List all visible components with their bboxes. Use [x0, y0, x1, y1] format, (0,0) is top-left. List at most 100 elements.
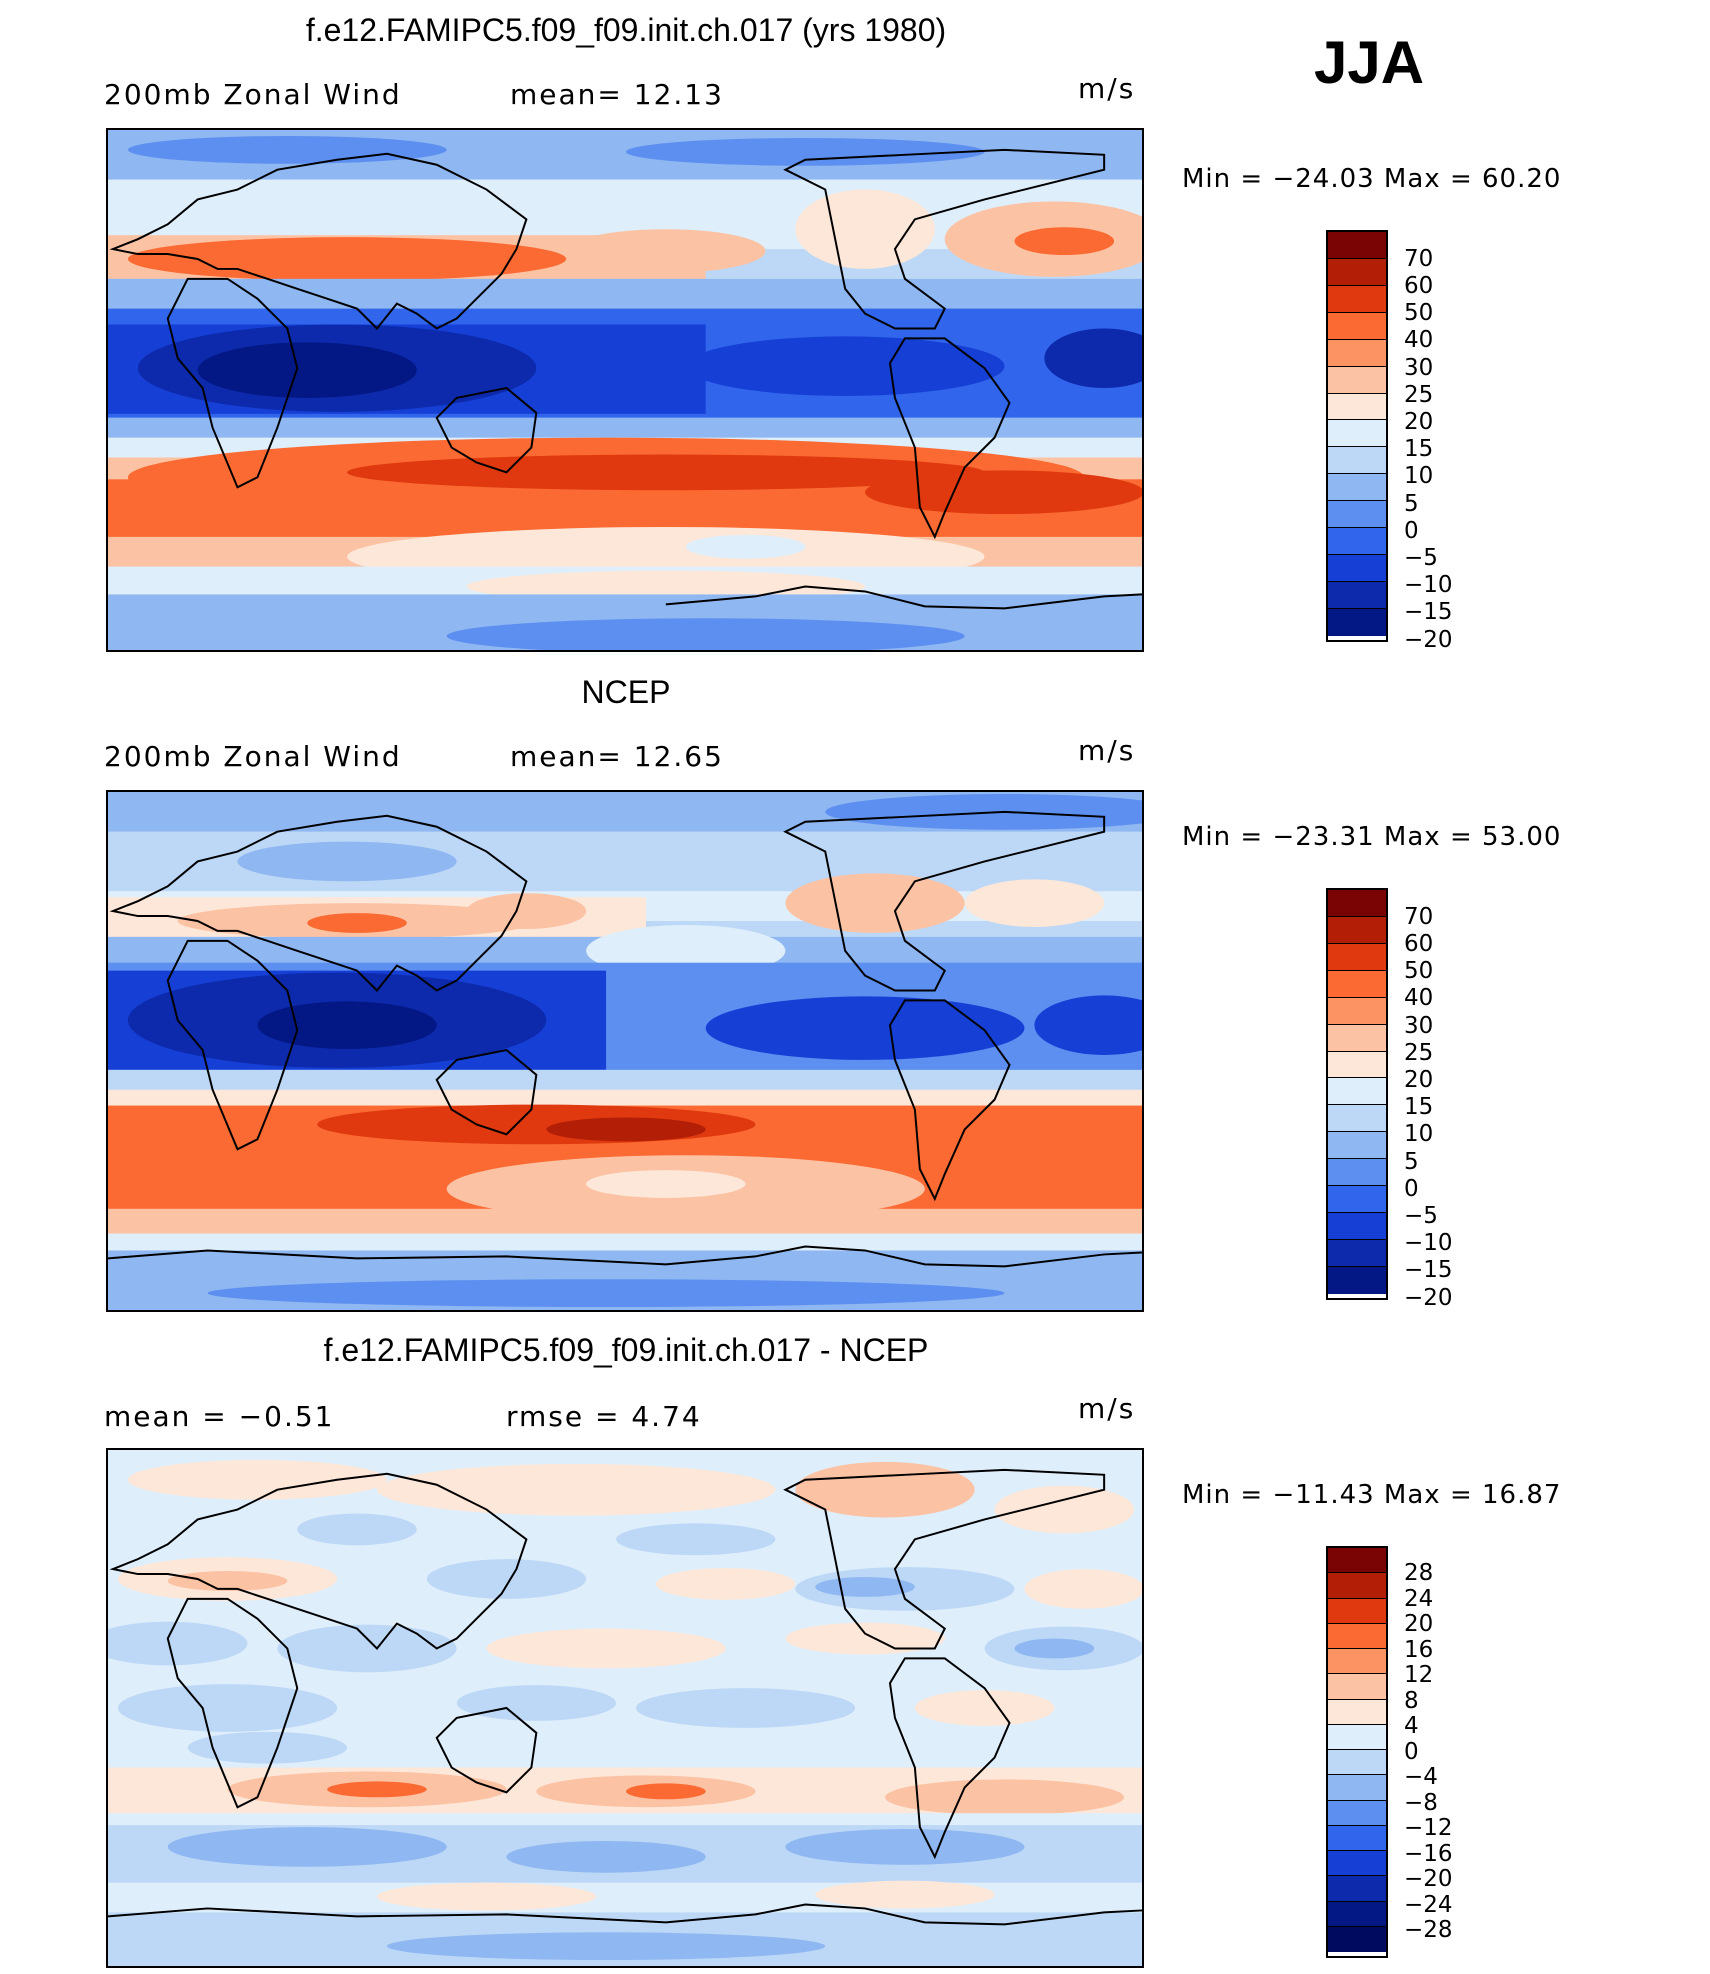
colorbar-swatch	[1328, 1674, 1386, 1700]
colorbar-swatch	[1328, 312, 1386, 340]
colorbar-tick-label: −5	[1404, 544, 1438, 571]
colorbar-swatch	[1328, 1901, 1386, 1927]
colorbar-tick-label: 0	[1404, 1175, 1419, 1202]
colorbar-swatch	[1328, 1724, 1386, 1750]
colorbar-tick-label: 15	[1404, 1094, 1434, 1121]
panel-2-colorbar-labels: 70 60 50 40 30 25 20 15 10 5 0 −5 −10 −15 −20	[1404, 888, 1494, 1309]
colorbar-tick-label: 60	[1404, 930, 1434, 957]
panel-1-variable-label: 200mb Zonal Wind	[104, 78, 402, 111]
colorbar-swatch	[1328, 366, 1386, 394]
panel-3-colorbar	[1326, 1546, 1388, 1958]
colorbar-tick-label: 0	[1404, 1738, 1419, 1765]
colorbar-tick-label: 25	[1404, 381, 1434, 408]
colorbar-tick-label: −15	[1404, 599, 1453, 626]
colorbar-tick-label: −20	[1404, 1284, 1453, 1311]
panel-2-map	[106, 790, 1144, 1312]
colorbar-swatch	[1328, 1750, 1386, 1776]
colorbar-swatch	[1328, 943, 1386, 971]
colorbar-tick-label: 16	[1404, 1636, 1434, 1663]
colorbar-tick-label: −4	[1404, 1764, 1438, 1790]
panel-2-title: NCEP	[581, 674, 671, 710]
colorbar-swatch	[1328, 1186, 1386, 1214]
colorbar-swatch	[1328, 420, 1386, 448]
panel-2-variable-label: 200mb Zonal Wind	[104, 740, 402, 773]
colorbar-swatch	[1328, 1598, 1386, 1624]
colorbar-tick-label: 40	[1404, 985, 1434, 1012]
colorbar-swatch	[1328, 1132, 1386, 1160]
panel-1-title: f.e12.FAMIPC5.f09_f09.init.ch.017 (yrs 1…	[305, 12, 947, 48]
colorbar-tick-label: 4	[1404, 1713, 1419, 1739]
colorbar-swatch	[1328, 1800, 1386, 1826]
panel-2-minmax: Min = −23.31 Max = 53.00	[1182, 822, 1562, 852]
colorbar-tick-label: 25	[1404, 1039, 1434, 1066]
colorbar-swatch	[1328, 258, 1386, 286]
colorbar-tick-label: 10	[1404, 1121, 1434, 1148]
panel-3-map	[106, 1448, 1144, 1968]
colorbar-swatch	[1328, 232, 1386, 259]
colorbar-tick-label: 50	[1404, 300, 1434, 327]
colorbar-swatch	[1328, 1876, 1386, 1902]
colorbar-tick-label: 10	[1404, 463, 1434, 490]
colorbar-tick-label: −8	[1404, 1789, 1438, 1816]
colorbar-tick-label: 24	[1404, 1585, 1434, 1612]
colorbar-tick-label: −20	[1404, 1866, 1453, 1892]
colorbar-swatch	[1328, 1851, 1386, 1877]
colorbar-swatch	[1328, 1573, 1386, 1599]
colorbar-swatch	[1328, 1775, 1386, 1801]
season-label: JJA	[1314, 29, 1425, 96]
colorbar-tick-label: 28	[1404, 1560, 1434, 1586]
colorbar-tick-label: −12	[1404, 1815, 1453, 1841]
colorbar-tick-label: −10	[1404, 572, 1453, 599]
colorbar-swatch	[1328, 1239, 1386, 1267]
colorbar-swatch	[1328, 1105, 1386, 1133]
colorbar-tick-label: 5	[1404, 1148, 1419, 1175]
colorbar-swatch	[1328, 1213, 1386, 1240]
colorbar-tick-label: 8	[1404, 1687, 1419, 1714]
panel-1-minmax: Min = −24.03 Max = 60.20	[1182, 164, 1562, 194]
colorbar-tick-label: 30	[1404, 1012, 1434, 1039]
colorbar-swatch	[1328, 1623, 1386, 1649]
colorbar-tick-label: 70	[1404, 245, 1434, 272]
colorbar-tick-label: −24	[1404, 1891, 1453, 1918]
colorbar-swatch	[1328, 1051, 1386, 1079]
colorbar-swatch	[1328, 393, 1386, 421]
colorbar-swatch	[1328, 1825, 1386, 1851]
colorbar-tick-label: 15	[1404, 436, 1434, 463]
panel-3-colorbar-labels: 28 24 20 16 12 8 4 0 −4 −8 −12 −16 −20 −24 −28	[1404, 1546, 1494, 1958]
colorbar-swatch	[1328, 581, 1386, 609]
panel-3-rmse-label: rmse = 4.74	[506, 1400, 702, 1433]
colorbar-swatch	[1328, 528, 1386, 556]
panel-2-mean-label: mean= 12.65	[510, 740, 724, 773]
colorbar-swatch	[1328, 1024, 1386, 1052]
colorbar-tick-label: 0	[1404, 517, 1419, 544]
panel-1-unit-label: m/s	[1078, 72, 1136, 105]
colorbar-swatch	[1328, 1699, 1386, 1725]
colorbar-swatch	[1328, 1548, 1386, 1574]
panel-3-map-field	[108, 1450, 1142, 1966]
colorbar-swatch	[1328, 1926, 1386, 1952]
colorbar-swatch	[1328, 555, 1386, 582]
panel-3-minmax: Min = −11.43 Max = 16.87	[1182, 1480, 1562, 1510]
panel-1-colorbar-labels: 70 60 50 40 30 25 20 15 10 5 0 −5 −10 −15 −20	[1404, 230, 1494, 651]
panel-1-map-field	[108, 130, 1142, 650]
colorbar-swatch	[1328, 1649, 1386, 1675]
colorbar-swatch	[1328, 501, 1386, 529]
colorbar-tick-label: 5	[1404, 490, 1419, 517]
colorbar-swatch	[1328, 1266, 1386, 1294]
panel-3-title: f.e12.FAMIPC5.f09_f09.init.ch.017 - NCEP	[323, 1332, 929, 1368]
colorbar-swatch	[1328, 970, 1386, 998]
colorbar-tick-label: 20	[1404, 408, 1434, 435]
colorbar-tick-label: −15	[1404, 1257, 1453, 1284]
colorbar-tick-label: 20	[1404, 1611, 1434, 1637]
colorbar-swatch	[1328, 1078, 1386, 1106]
colorbar-tick-label: 40	[1404, 327, 1434, 354]
colorbar-tick-label: 70	[1404, 903, 1434, 930]
panel-3-mean-label: mean = −0.51	[104, 1400, 335, 1433]
panel-2-map-field	[108, 792, 1142, 1310]
panel-1-colorbar	[1326, 230, 1388, 642]
colorbar-swatch	[1328, 916, 1386, 944]
colorbar-swatch	[1328, 285, 1386, 313]
colorbar-tick-label: −16	[1404, 1840, 1453, 1867]
colorbar-swatch	[1328, 1159, 1386, 1187]
panel-1-map	[106, 128, 1144, 652]
